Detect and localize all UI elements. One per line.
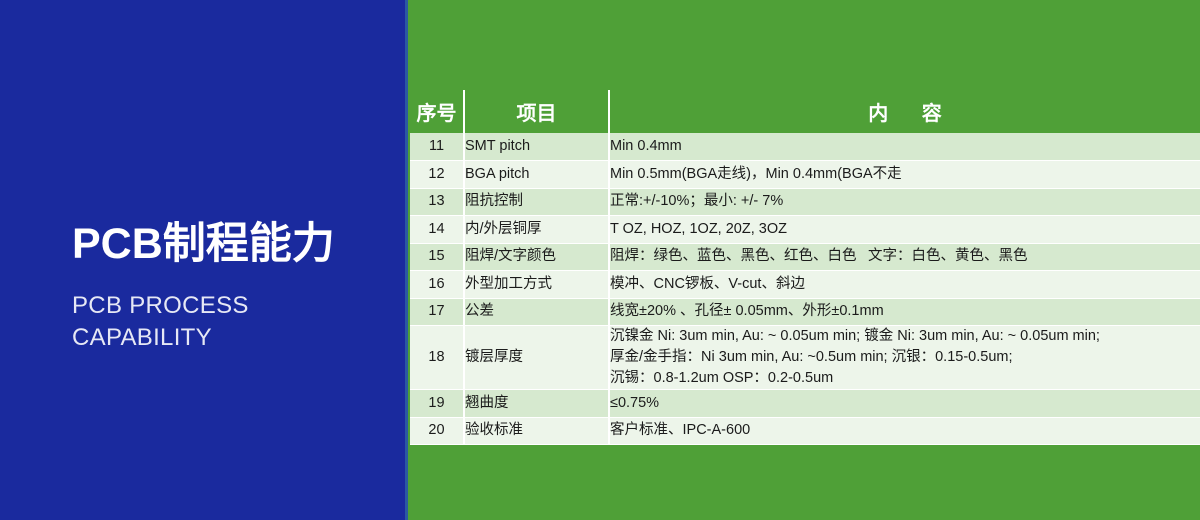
row-content-text: Min 0.5mm(BGA走线)，Min 0.4mm(BGA不走: [610, 165, 902, 182]
row-item-label: SMT pitch: [464, 133, 610, 161]
row-item-label: 外型加工方式: [464, 270, 610, 299]
header-row: 序号 项目 内 容: [410, 90, 1200, 133]
column-header-item: 项目: [464, 90, 610, 133]
row-number: 15: [410, 243, 465, 271]
row-number: 13: [410, 188, 465, 216]
row-number: 12: [410, 160, 465, 189]
column-header-no: 序号: [410, 90, 465, 133]
table-row: 18 镀层厚度 沉镍金 Ni: 3um min, Au: ~ 0.05um min;…: [410, 325, 1200, 391]
row-content-part-b: 文字：白色、黄色、黑色: [868, 248, 1028, 265]
row-content-text: 沉镍金 Ni: 3um min, Au: ~ 0.05um min; 镀金 Ni…: [610, 328, 1100, 387]
row-content: 线宽±20% 、孔径± 0.05mm、外形±0.1mm: [609, 298, 1200, 326]
row-content-text: 正常:+/-10%；最小: +/- 7%: [610, 193, 784, 210]
row-content: T OZ, HOZ, 1OZ, 20Z, 3OZ: [609, 215, 1200, 244]
row-content-text: Min 0.4mm: [610, 137, 682, 154]
row-number: 18: [410, 325, 465, 391]
row-content: Min 0.5mm(BGA走线)，Min 0.4mm(BGA不走: [609, 160, 1200, 189]
left-title-panel: PCB制程能力 PCB PROCESS CAPABILITY: [0, 0, 408, 520]
spec-table: 序号 项目 内 容 11 SMT pitch Min 0.4mm 12 BGA pitc…: [410, 90, 1200, 446]
row-item-label: 翘曲度: [464, 389, 610, 418]
row-content: 阻焊：绿色、蓝色、黑色、红色、白色 文字：白色、黄色、黑色: [609, 243, 1200, 271]
table-row: 20 验收标准 客户标准、IPC-A-600: [410, 417, 1200, 446]
spec-table-container: 序号 项目 内 容 11 SMT pitch Min 0.4mm 12 BGA pitc…: [410, 90, 1200, 446]
row-content: 沉镍金 Ni: 3um min, Au: ~ 0.05um min; 镀金 Ni…: [609, 325, 1200, 391]
row-number: 11: [410, 133, 465, 161]
row-item-label: 内/外层铜厚: [464, 215, 610, 244]
panel-edge-accent: [405, 0, 408, 520]
row-content-part-a: 阻焊：绿色、蓝色、黑色、红色、白色: [610, 248, 857, 265]
row-content: 模冲、CNC锣板、V-cut、斜边: [609, 270, 1200, 299]
row-content-text: T OZ, HOZ, 1OZ, 20Z, 3OZ: [610, 220, 787, 237]
spec-table-body: 11 SMT pitch Min 0.4mm 12 BGA pitch Min 0.5mm…: [410, 133, 1200, 446]
row-number: 16: [410, 270, 465, 299]
page-title-chinese: PCB制程能力: [72, 220, 335, 268]
row-number: 19: [410, 389, 465, 418]
table-row: 11 SMT pitch Min 0.4mm: [410, 133, 1200, 161]
table-row: 15 阻焊/文字颜色 阻焊：绿色、蓝色、黑色、红色、白色 文字：白色、黄色、黑色: [410, 243, 1200, 271]
table-row: 16 外型加工方式 模冲、CNC锣板、V-cut、斜边: [410, 270, 1200, 299]
row-content-text: 线宽±20% 、孔径± 0.05mm、外形±0.1mm: [610, 303, 884, 320]
spec-table-header: 序号 项目 内 容: [410, 90, 1200, 133]
row-number: 20: [410, 417, 465, 446]
table-row: 12 BGA pitch Min 0.5mm(BGA走线)，Min 0.4mm(BG…: [410, 160, 1200, 189]
row-content: 客户标准、IPC-A-600: [609, 417, 1200, 446]
row-number: 14: [410, 215, 465, 244]
row-content: ≤0.75%: [609, 389, 1200, 418]
row-content: Min 0.4mm: [609, 133, 1200, 161]
table-row: 17 公差 线宽±20% 、孔径± 0.05mm、外形±0.1mm: [410, 298, 1200, 326]
row-content-text: 模冲、CNC锣板、V-cut、斜边: [610, 275, 805, 292]
row-item-label: 公差: [464, 298, 610, 326]
page-subtitle-english: PCB PROCESS CAPABILITY: [72, 292, 249, 351]
column-header-content: 内 容: [609, 90, 1200, 133]
row-content: 正常:+/-10%；最小: +/- 7%: [609, 188, 1200, 216]
row-item-label: 镀层厚度: [464, 325, 610, 391]
row-content-text: 客户标准、IPC-A-600: [610, 422, 751, 439]
row-item-label: 阻焊/文字颜色: [464, 243, 610, 271]
row-item-label: 验收标准: [464, 417, 610, 446]
table-row: 19 翘曲度 ≤0.75%: [410, 389, 1200, 418]
table-row: 14 内/外层铜厚 T OZ, HOZ, 1OZ, 20Z, 3OZ: [410, 215, 1200, 244]
row-content-text: ≤0.75%: [610, 394, 660, 411]
row-item-label: BGA pitch: [464, 160, 610, 189]
table-row: 13 阻抗控制 正常:+/-10%；最小: +/- 7%: [410, 188, 1200, 216]
row-item-label: 阻抗控制: [464, 188, 610, 216]
row-number: 17: [410, 298, 465, 326]
